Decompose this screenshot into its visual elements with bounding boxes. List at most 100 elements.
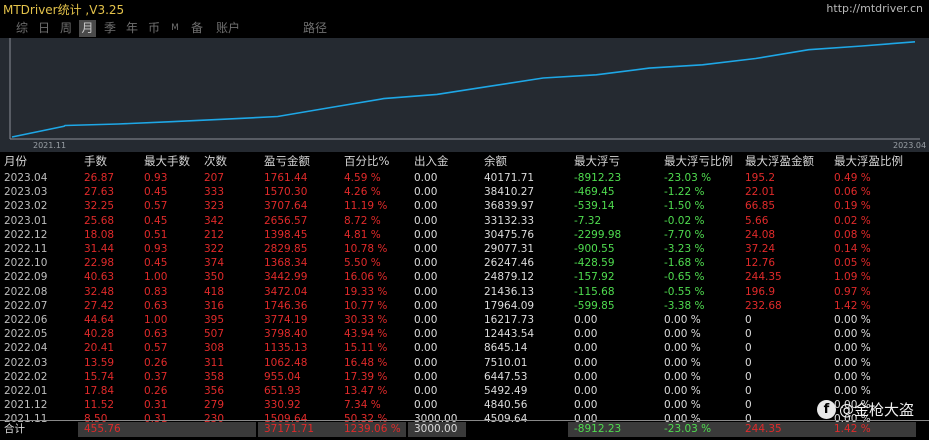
table-row[interactable]: 2022.01 17.84 0.26 356 651.93 13.47 % 0.00 5492… (0, 384, 929, 398)
watermark: f @金枪大盗 (817, 397, 914, 421)
table-row[interactable]: 2023.04 26.87 0.93 207 1761.44 4.59 % 0.00 4017… (0, 171, 929, 185)
tab-year[interactable]: 年 (125, 21, 138, 35)
table-row[interactable]: 2022.05 40.28 0.63 507 3798.40 43.94 % 0.00 124… (0, 327, 929, 341)
table-row[interactable]: 2022.04 20.41 0.57 308 1135.13 15.11 % 0.00 864… (0, 341, 929, 355)
table-row[interactable]: 2023.03 27.63 0.45 333 1570.30 4.26 % 0.00 3841… (0, 185, 929, 199)
cell-max-lots: 0.63 (144, 328, 168, 341)
cell-deposit: 0.00 (414, 385, 438, 397)
site-link[interactable]: http://mtdriver.cn (826, 2, 923, 15)
header-balance[interactable]: 余额 (484, 154, 507, 168)
cell-month: 2022.04 (4, 342, 48, 355)
table-row[interactable]: 2023.02 32.25 0.57 323 3707.64 11.19 % 0.00 368… (0, 199, 929, 213)
cell-max-float-profit: 195.2 (745, 172, 776, 184)
tab-month[interactable]: 月 (79, 20, 96, 37)
cell-deposit: 0.00 (414, 172, 438, 184)
cell-month: 2022.01 (4, 385, 48, 397)
header-lots[interactable]: 手数 (84, 154, 107, 168)
cell-max-float-profit-ratio: 0.00 % (834, 314, 871, 326)
table-row[interactable]: 2022.08 32.48 0.83 418 3472.04 19.33 % 0.00 214… (0, 285, 929, 299)
cell-pnl: 1761.44 (264, 172, 308, 184)
header-max-lots[interactable]: 最大手数 (144, 154, 190, 168)
cell-max-lots: 0.57 (144, 200, 168, 213)
cell-max-float-loss: -157.92 (574, 271, 615, 284)
table-row[interactable]: 2022.11 31.44 0.93 322 2829.85 10.78 % 0.00 290… (0, 242, 929, 256)
cell-max-lots: 0.45 (144, 257, 168, 270)
tab-account[interactable]: 账户 (215, 21, 240, 35)
cell-pnl: 1398.45 (264, 228, 308, 241)
cell-max-float-profit-ratio: 0.00 % (834, 370, 871, 383)
table-row[interactable]: 2022.09 40.63 1.00 350 3442.99 16.06 % 0.00 248… (0, 270, 929, 284)
cell-max-float-profit-ratio: 0.05 % (834, 257, 871, 270)
cell-trades: 316 (204, 299, 225, 312)
cell-month: 2022.09 (4, 271, 48, 284)
cell-month: 2022.12 (4, 228, 48, 241)
tab-summary[interactable]: 综 (15, 21, 28, 35)
cell-max-float-profit-ratio: 0.00 % (834, 385, 871, 397)
table-row[interactable]: 2022.10 22.98 0.45 374 1368.34 5.50 % 0.00 2624… (0, 256, 929, 270)
cell-max-float-profit-ratio: 0.08 % (834, 228, 871, 241)
cell-percent: 19.33 % (344, 285, 388, 298)
table-row[interactable]: 2022.12 18.08 0.51 212 1398.45 4.81 % 0.00 3047… (0, 228, 929, 242)
cell-max-float-profit-ratio: 0.06 % (834, 186, 871, 199)
header-deposit[interactable]: 出入金 (414, 154, 449, 168)
table-row[interactable]: 2021.12 11.52 0.31 279 330.92 7.34 % 0.00 4840.… (0, 398, 929, 412)
cell-max-lots: 0.31 (144, 399, 168, 412)
cell-balance: 29077.31 (484, 243, 535, 255)
cell-max-float-profit: 66.85 (745, 200, 776, 213)
table-row[interactable]: 2022.07 27.42 0.63 316 1746.36 10.77 % 0.00 179… (0, 299, 929, 313)
tab-quarter[interactable]: 季 (103, 21, 116, 35)
total-cell-background (258, 422, 406, 437)
total-cell-background (828, 422, 916, 437)
header-percent[interactable]: 百分比% (344, 154, 390, 168)
cell-pnl: 1062.48 (264, 356, 308, 369)
cell-balance: 33132.33 (484, 214, 535, 227)
header-month[interactable]: 月份 (4, 154, 27, 168)
table-row[interactable]: 2022.02 15.74 0.37 358 955.04 17.39 % 0.00 6447… (0, 370, 929, 384)
cell-trades: 342 (204, 214, 225, 227)
tab-notes[interactable]: 备 (190, 21, 203, 35)
tab-path[interactable]: 路径 (302, 21, 327, 35)
cell-deposit: 0.00 (414, 271, 438, 284)
header-max-float-profit-ratio[interactable]: 最大浮盈比例 (834, 154, 903, 168)
cell-trades: 212 (204, 228, 225, 241)
x-end-label: 2023.04 (893, 141, 926, 150)
cell-pnl: 1570.30 (264, 186, 308, 199)
table-row[interactable]: 2022.06 44.64 1.00 395 3774.19 30.33 % 0.00 162… (0, 313, 929, 327)
cell-deposit: 0.00 (414, 257, 438, 270)
total-max-float-loss-ratio: -23.03 % (664, 423, 712, 435)
cell-max-lots: 0.93 (144, 172, 168, 184)
cell-max-float-profit-ratio: 0.14 % (834, 243, 871, 255)
total-cell-background (408, 422, 466, 437)
cell-lots: 27.63 (84, 186, 115, 199)
cell-max-float-profit-ratio: 0.00 % (834, 342, 871, 355)
cell-max-lots: 0.37 (144, 370, 168, 383)
tab-day[interactable]: 日 (37, 21, 50, 35)
cell-lots: 25.68 (84, 214, 115, 227)
cell-deposit: 0.00 (414, 370, 438, 383)
cell-max-float-profit-ratio: 1.09 % (834, 271, 871, 284)
cell-trades: 333 (204, 186, 225, 199)
cell-max-float-loss-ratio: -23.03 % (664, 172, 712, 184)
tab-m[interactable]: M (171, 23, 179, 33)
cell-deposit: 0.00 (414, 356, 438, 369)
header-trades[interactable]: 次数 (204, 154, 227, 168)
tab-week[interactable]: 周 (59, 21, 72, 35)
cell-max-float-loss: -469.45 (574, 186, 615, 199)
cell-balance: 16217.73 (484, 314, 535, 326)
cell-balance: 8645.14 (484, 342, 528, 355)
table-row[interactable]: 2023.01 25.68 0.45 342 2656.57 8.72 % 0.00 3313… (0, 214, 929, 228)
header-max-float-loss[interactable]: 最大浮亏 (574, 154, 620, 168)
header-max-float-loss-ratio[interactable]: 最大浮亏比例 (664, 154, 733, 168)
cell-month: 2022.07 (4, 299, 48, 312)
tab-currency[interactable]: 币 (147, 21, 160, 35)
cell-balance: 5492.49 (484, 385, 528, 397)
cell-lots: 15.74 (84, 370, 115, 383)
table-row[interactable]: 2022.03 13.59 0.26 311 1062.48 16.48 % 0.00 751… (0, 356, 929, 370)
cell-month: 2022.11 (4, 243, 48, 255)
header-pnl[interactable]: 盈亏金额 (264, 154, 310, 168)
cell-max-float-loss-ratio: 0.00 % (664, 370, 701, 383)
table-header: 月份 手数 最大手数 次数 盈亏金额 百分比% 出入金 余额 最大浮亏 最大浮亏比例 最大浮盈金额 最… (0, 152, 929, 170)
header-max-float-profit[interactable]: 最大浮盈金额 (745, 154, 814, 168)
cell-max-lots: 0.93 (144, 243, 168, 255)
total-cell-background (739, 422, 828, 437)
